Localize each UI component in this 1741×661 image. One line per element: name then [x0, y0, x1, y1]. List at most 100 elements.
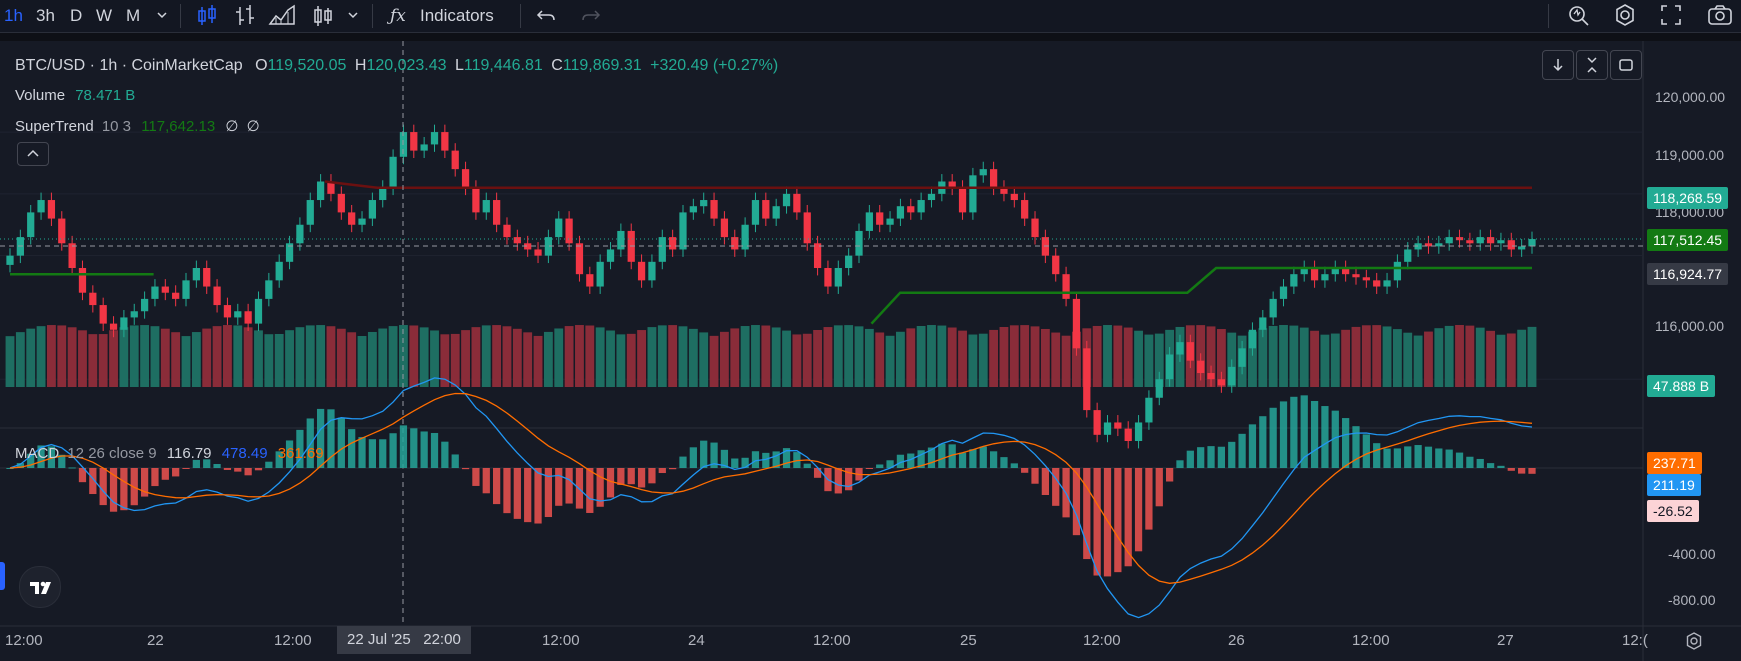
candle-body	[140, 298, 149, 312]
candle-body	[151, 286, 159, 299]
price-chart-canvas[interactable]	[0, 41, 1741, 661]
volume-bar	[1475, 327, 1485, 387]
interval-d-button[interactable]: D	[70, 6, 83, 25]
macd-histogram-bar	[1466, 456, 1474, 468]
candle-body	[161, 286, 169, 293]
candle-body	[575, 243, 584, 275]
macd-histogram-bar	[493, 468, 501, 505]
supertrend-label: SuperTrend	[15, 118, 94, 135]
volume-bar	[792, 334, 802, 387]
volume-legend[interactable]: Volume 78.471 B	[15, 87, 135, 104]
macd-histogram-bar	[182, 468, 190, 469]
volume-bar	[98, 334, 108, 387]
chart-type-chevron-icon[interactable]	[347, 0, 359, 32]
candle-body	[348, 212, 356, 225]
collapse-legend-button[interactable]	[17, 142, 49, 166]
candle-body	[1186, 342, 1194, 361]
indicators-button[interactable]: Indicators	[420, 6, 494, 25]
macd-histogram-bar	[37, 445, 45, 468]
macd-histogram-bar	[503, 468, 511, 514]
macd-histogram-bar	[544, 468, 553, 518]
chart-area[interactable]	[0, 41, 1741, 661]
candle-body	[606, 249, 615, 262]
volume-bar	[1289, 325, 1299, 387]
interval-3h-button[interactable]: 3h	[36, 6, 55, 25]
volume-bar	[243, 327, 253, 387]
heikin-ashi-icon[interactable]	[312, 0, 334, 32]
interval-w-button[interactable]: W	[96, 6, 113, 25]
axis-settings-gear-icon[interactable]	[1683, 630, 1705, 657]
macd-axis-label: -400.00	[1668, 546, 1716, 562]
area-chart-type-icon[interactable]	[268, 0, 296, 32]
volume-bar	[740, 326, 750, 387]
undo-icon[interactable]	[535, 0, 557, 32]
symbol-title[interactable]: BTC/USD · 1h · CoinMarketCap	[15, 57, 243, 74]
macd-histogram-bar	[1031, 468, 1039, 484]
volume-bar	[833, 325, 843, 387]
candle-body	[265, 280, 273, 299]
macd-histogram-bar	[1352, 426, 1360, 468]
candle-body	[741, 224, 749, 250]
fullscreen-icon[interactable]	[1658, 0, 1684, 32]
candle-body	[172, 292, 180, 299]
supertrend-legend[interactable]: SuperTrend 10 3 117,642.13 ∅ ∅	[15, 117, 260, 135]
volume-bar	[616, 334, 626, 387]
macd-line-value: 478.49	[221, 445, 268, 462]
indicators-fx-icon[interactable]: ƒx	[390, 6, 406, 26]
macd-histogram-bar	[989, 451, 998, 468]
candle-body	[1228, 366, 1236, 386]
interval-m-button[interactable]: M	[126, 6, 141, 25]
volume-bar	[1310, 330, 1319, 387]
volume-bar	[1092, 325, 1102, 387]
open-label: O	[255, 57, 268, 74]
toolbar-chart-separator	[0, 33, 1741, 41]
macd-legend[interactable]: MACD 12 26 close 9 116.79 478.49 361.69	[15, 445, 324, 462]
macd-histogram-bar	[1052, 468, 1060, 506]
interval-1h-button[interactable]: 1h	[4, 6, 23, 25]
candle-body	[368, 200, 377, 219]
macd-histogram-bar	[1528, 468, 1536, 474]
candle-body	[99, 305, 107, 324]
candle-body	[637, 261, 646, 281]
macd-histogram-bar	[1518, 468, 1526, 474]
macd-histogram-bar	[938, 443, 946, 468]
candles-chart-type-icon[interactable]	[196, 0, 218, 32]
top-toolbar: 1h 3h D W M ƒx Indicators	[0, 0, 1741, 33]
quick-search-icon[interactable]	[1566, 0, 1592, 32]
macd-line-tag: 211.19	[1647, 474, 1701, 496]
maximize-icon	[1619, 59, 1633, 71]
volume-bar	[647, 327, 657, 387]
candle-body	[1279, 286, 1288, 299]
volume-bar	[813, 329, 823, 387]
candle-body	[89, 292, 97, 306]
move-pane-down-button[interactable]	[1542, 50, 1574, 80]
macd-histogram-bar	[327, 409, 335, 468]
collapse-pane-button[interactable]	[1576, 50, 1608, 80]
symbol-legend: BTC/USD · 1h · CoinMarketCap O119,520.05…	[15, 57, 778, 75]
candle-body	[1393, 261, 1402, 281]
candle-body	[679, 212, 687, 250]
settings-gear-icon[interactable]	[1612, 0, 1638, 32]
redo-icon[interactable]	[580, 0, 602, 32]
volume-bar	[1424, 331, 1433, 387]
bars-chart-type-icon[interactable]	[234, 0, 256, 32]
candle-body	[1134, 422, 1143, 441]
low-value: 119,446.81	[463, 57, 543, 74]
volume-bar	[1382, 326, 1392, 387]
tradingview-logo[interactable]	[19, 566, 61, 608]
candle-body	[958, 187, 967, 213]
candle-body	[306, 200, 314, 225]
maximize-pane-button[interactable]	[1610, 50, 1642, 80]
candle-body	[793, 193, 801, 213]
side-panel-tab[interactable]	[0, 562, 5, 590]
candle-body	[876, 212, 884, 225]
time-axis-label: 27	[1497, 632, 1514, 649]
interval-dropdown-chevron-icon[interactable]	[156, 0, 168, 32]
snapshot-camera-icon[interactable]	[1706, 0, 1734, 32]
candle-body	[648, 261, 656, 281]
candle-body	[1331, 268, 1339, 275]
macd-histogram-bar	[6, 468, 14, 469]
volume-bar	[947, 327, 957, 387]
volume-bar	[1154, 333, 1164, 387]
volume-bar	[1351, 326, 1361, 387]
